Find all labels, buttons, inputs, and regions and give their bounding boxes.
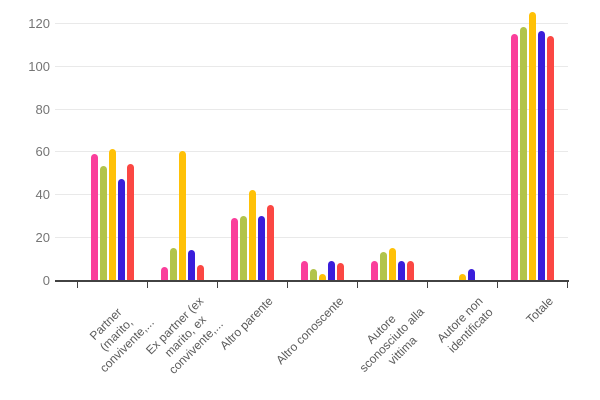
x-axis-tick (497, 282, 498, 288)
x-axis-category-label: Totale (523, 294, 556, 327)
x-axis-category-label: Autore sconosciuto alla vittima (356, 304, 427, 375)
bar-series-5-red-cat7 (546, 36, 554, 280)
y-axis-tick-label: 20 (35, 230, 50, 246)
bar-series-3-yellow-cat2 (178, 151, 186, 280)
y-axis-tick-label: 0 (42, 273, 50, 288)
bar-series-4-blue-cat2 (187, 250, 195, 280)
bar-series-2-olive-cat4 (309, 269, 317, 280)
bar-series-1-pink-cat4 (300, 261, 308, 280)
bar-series-4-blue-cat7 (537, 31, 545, 280)
bar-series-5-red-cat2 (196, 265, 204, 280)
bar-series-5-red-cat4 (336, 263, 344, 280)
gridline (55, 194, 568, 196)
x-axis-tick (147, 282, 148, 288)
x-axis-category-label: Altro conoscente (272, 294, 346, 368)
gridline (55, 237, 568, 239)
x-axis-tick (77, 282, 78, 288)
bar-series-3-yellow-cat1 (108, 149, 116, 280)
x-axis-tick (287, 282, 288, 288)
bar-series-2-olive-cat5 (379, 252, 387, 280)
gridline (55, 151, 568, 153)
bar-series-2-olive-cat2 (169, 248, 177, 280)
y-axis-tick-label: 100 (28, 58, 50, 74)
x-axis-tick (427, 282, 428, 288)
bar-series-3-yellow-cat5 (388, 248, 396, 280)
bar-series-4-blue-cat1 (117, 179, 125, 280)
bar-series-4-blue-cat6 (467, 269, 475, 280)
bar-series-1-pink-cat5 (370, 261, 378, 280)
bar-series-2-olive-cat7 (519, 27, 527, 280)
bar-series-1-pink-cat7 (510, 34, 518, 280)
y-axis-tick-label: 120 (28, 15, 50, 31)
bar-series-1-pink-cat2 (160, 267, 168, 280)
bar-series-5-red-cat5 (406, 261, 414, 280)
bar-series-2-olive-cat3 (239, 216, 247, 280)
bar-series-1-pink-cat3 (230, 218, 238, 280)
bar-series-1-pink-cat1 (90, 154, 98, 280)
x-axis-line (55, 280, 569, 282)
gridline (55, 65, 568, 67)
bar-series-5-red-cat3 (266, 205, 274, 280)
x-axis-category-label: Autore non identificato (434, 294, 497, 356)
gridline (55, 22, 568, 24)
x-axis-category-label: Partner (marito, convivente,... (87, 305, 158, 376)
bar-series-3-yellow-cat4 (318, 274, 326, 280)
bar-series-4-blue-cat4 (327, 261, 335, 280)
bar-series-3-yellow-cat7 (528, 12, 536, 280)
bar-series-4-blue-cat3 (257, 216, 265, 280)
x-axis-tick (357, 282, 358, 288)
x-axis-category-label: Ex partner (ex marito, ex convivente,... (142, 294, 226, 377)
x-axis-tick (567, 282, 568, 288)
y-axis-tick-label: 60 (35, 144, 50, 160)
x-axis-tick (217, 282, 218, 288)
y-axis-tick-label: 80 (35, 101, 50, 117)
y-axis-tick-label: 40 (35, 187, 50, 203)
bar-series-3-yellow-cat3 (248, 190, 256, 280)
bar-series-5-red-cat1 (126, 164, 134, 280)
bar-series-2-olive-cat1 (99, 166, 107, 280)
gridline (55, 108, 568, 110)
bar-series-4-blue-cat5 (397, 261, 405, 280)
bar-series-3-yellow-cat6 (458, 274, 466, 280)
